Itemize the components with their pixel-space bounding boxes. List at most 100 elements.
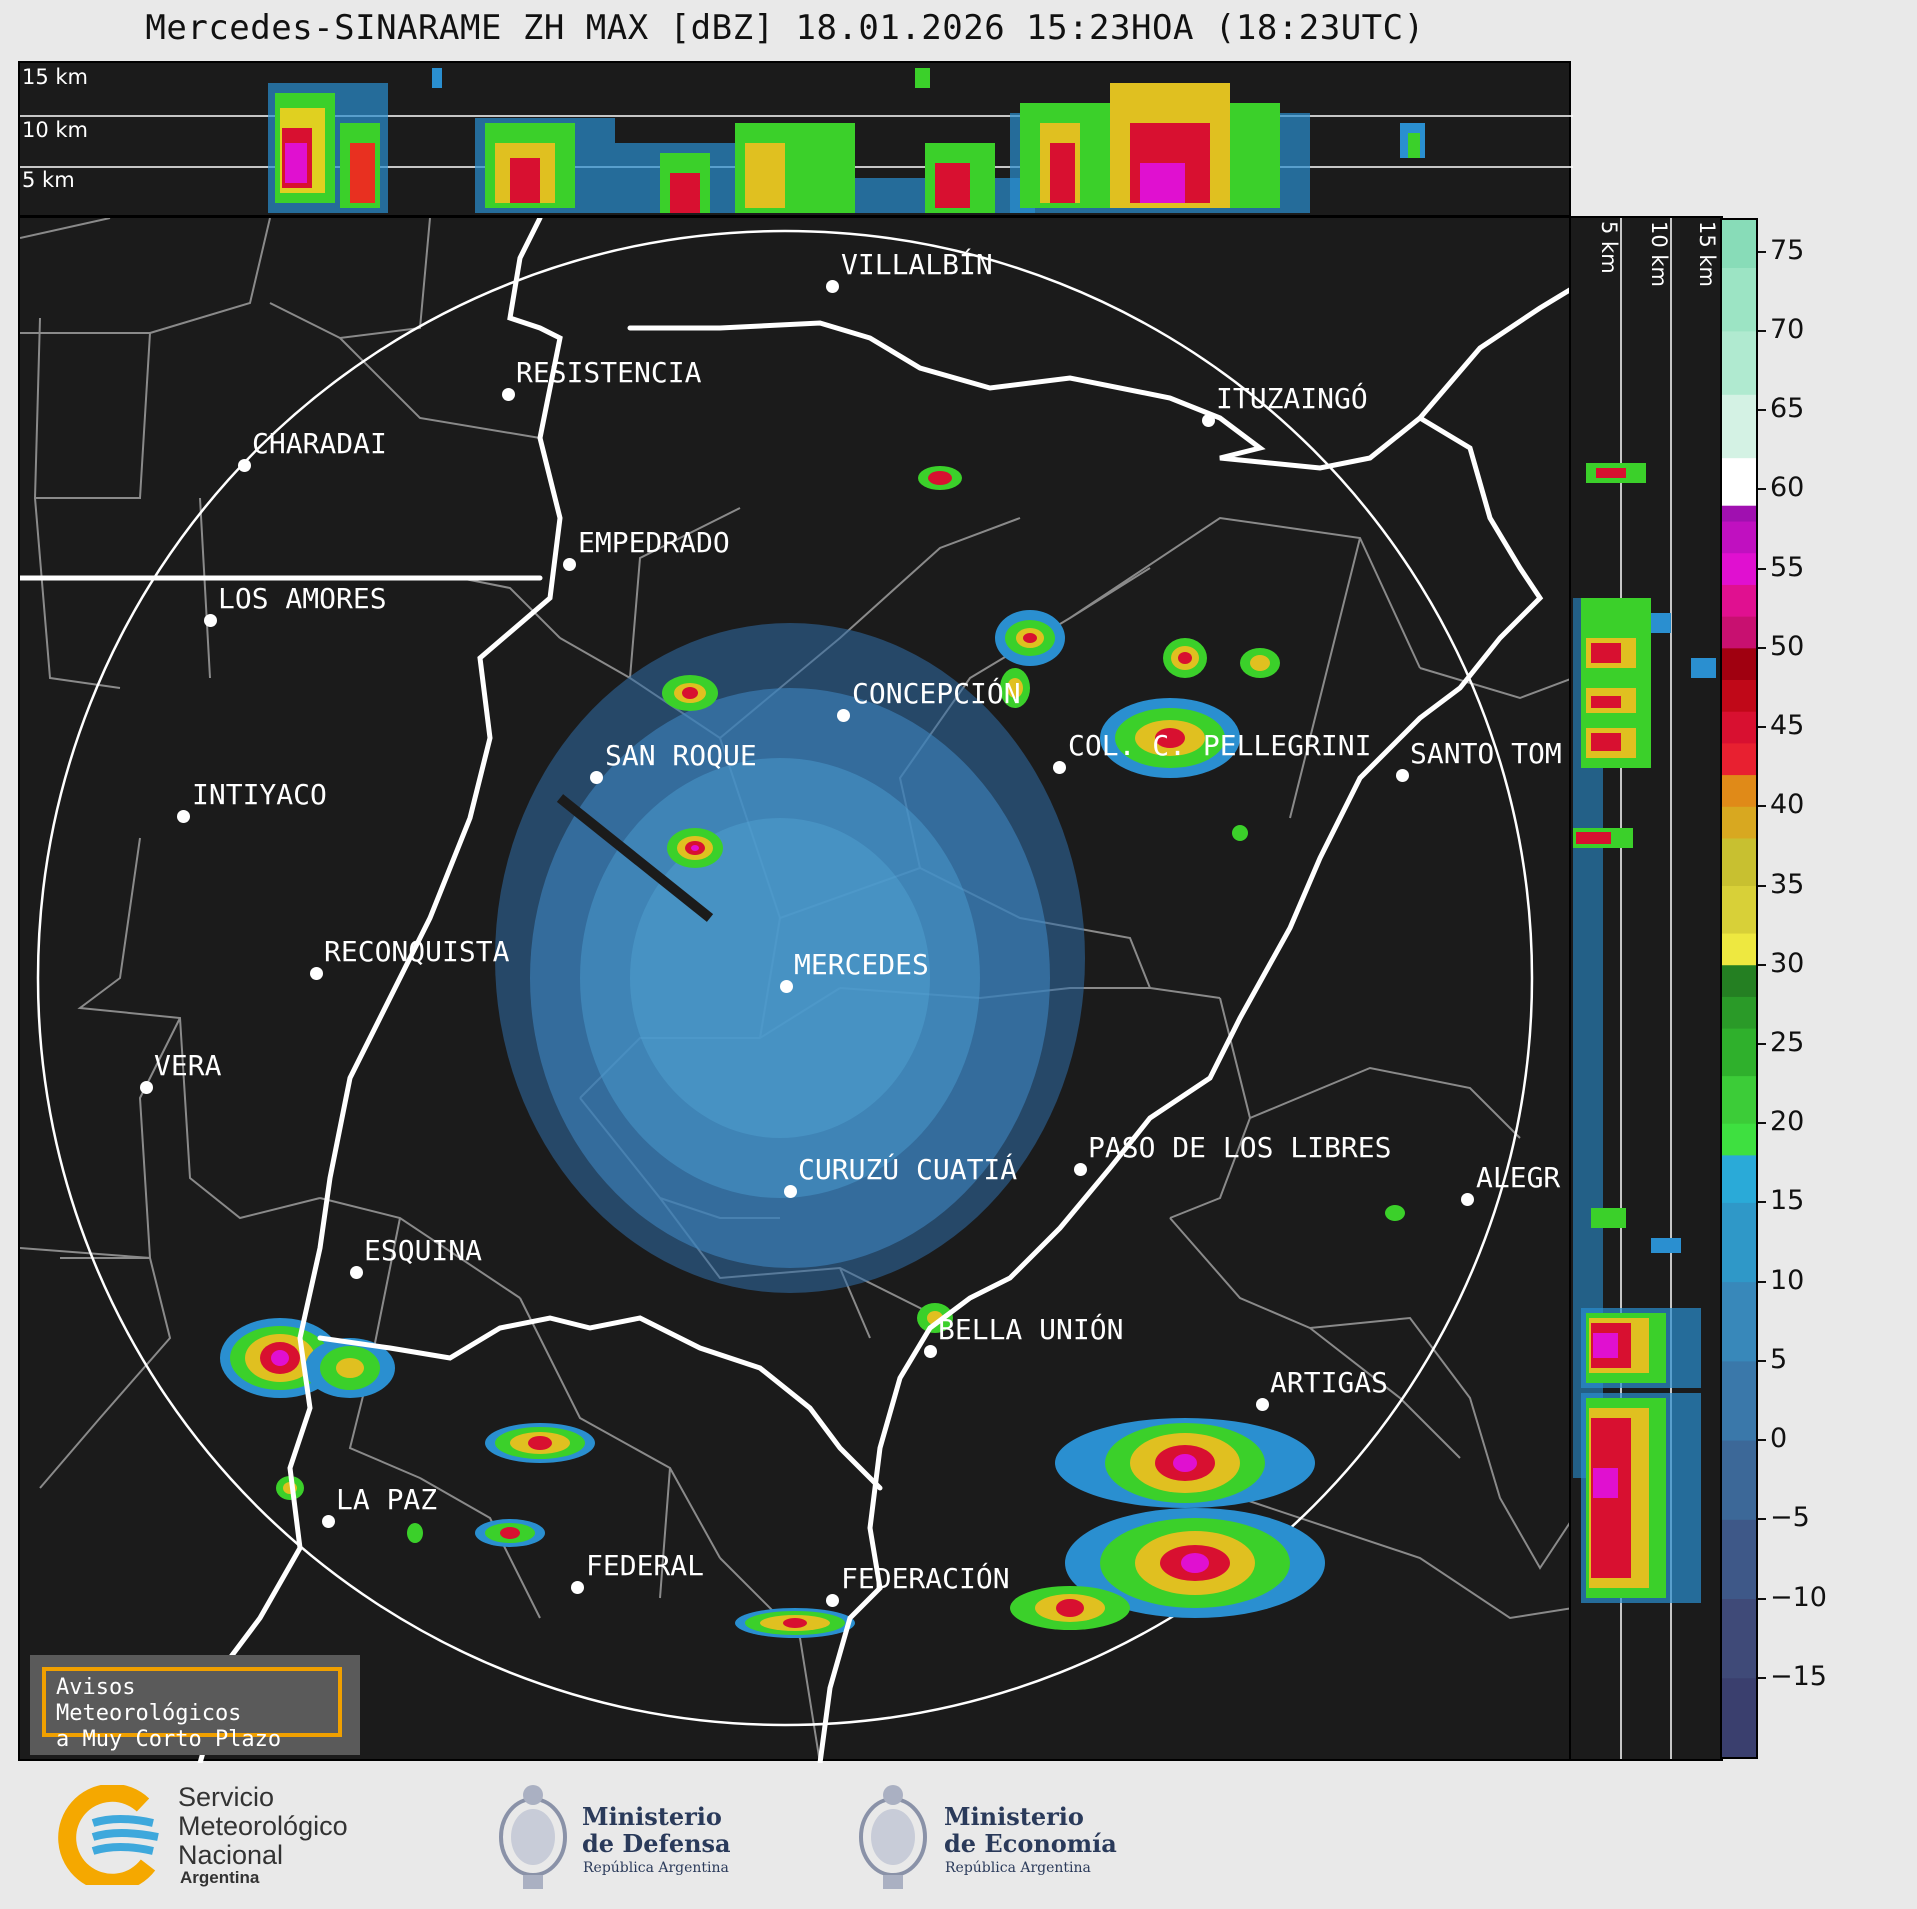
colorbar-band xyxy=(1722,1440,1756,1520)
city-label: VILLALBÍN xyxy=(841,248,993,281)
colorbar-band xyxy=(1722,220,1756,269)
colorbar-tick-label: 0 xyxy=(1770,1423,1788,1455)
city-dot xyxy=(1053,761,1066,774)
colorbar-band xyxy=(1722,616,1756,649)
colorbar-tick-label: 65 xyxy=(1770,393,1805,425)
colorbar-tick-mark xyxy=(1758,409,1766,412)
side-echoes xyxy=(1573,463,1716,1603)
colorbar-band xyxy=(1722,933,1756,966)
city-dot xyxy=(177,810,190,823)
legend-line-2: a Muy Corto Plazo xyxy=(56,1727,282,1752)
defensa-line-1: Ministerio xyxy=(582,1802,722,1831)
colorbar-tick-label: 25 xyxy=(1770,1026,1805,1058)
storm-cells xyxy=(220,466,1405,1638)
colorbar-band xyxy=(1722,584,1756,617)
warnings-legend: Avisos Meteorológicos a Muy Corto Plazo xyxy=(30,1655,360,1755)
city-label: RESISTENCIA xyxy=(516,356,702,389)
city-label: EMPEDRADO xyxy=(578,526,730,559)
colorbar-gradient xyxy=(1722,220,1756,1757)
colorbar-tick-mark xyxy=(1758,329,1766,332)
city-dot xyxy=(238,459,251,472)
map-graphics xyxy=(20,218,1573,1763)
colorbar-tick-label: 45 xyxy=(1770,710,1805,742)
colorbar-tick-mark xyxy=(1758,963,1766,966)
top-cross-section xyxy=(20,68,1573,213)
colorbar-tick-label: −15 xyxy=(1770,1660,1827,1692)
colorbar-tick-label: 60 xyxy=(1770,472,1805,504)
colorbar-band xyxy=(1722,521,1756,554)
colorbar-tick-mark xyxy=(1758,1439,1766,1442)
city-dot xyxy=(1461,1193,1474,1206)
side-label-5km: 5 km xyxy=(1597,221,1621,274)
colorbar-band xyxy=(1722,711,1756,744)
colorbar-tick-mark xyxy=(1758,250,1766,253)
top-label-10km: 10 km xyxy=(22,118,89,142)
colorbar-band xyxy=(1722,1123,1756,1156)
city-label: MERCEDES xyxy=(794,948,929,981)
top-label-15km: 15 km xyxy=(22,65,89,89)
colorbar-band xyxy=(1722,1519,1756,1600)
city-label: CHARADAI xyxy=(252,427,387,460)
colorbar-band xyxy=(1722,837,1756,887)
smn-line-3: Nacional xyxy=(178,1840,284,1870)
colorbar-band xyxy=(1722,505,1756,522)
colorbar-band xyxy=(1722,679,1756,712)
city-dot xyxy=(837,709,850,722)
colorbar-band xyxy=(1722,1028,1756,1077)
city-dot xyxy=(924,1345,937,1358)
colorbar-tick-mark xyxy=(1758,1597,1766,1600)
city-dot xyxy=(140,1081,153,1094)
city-dot xyxy=(322,1515,335,1528)
city-label: PASO DE LOS LIBRES xyxy=(1088,1131,1392,1164)
city-dot xyxy=(310,967,323,980)
colorbar-band xyxy=(1722,742,1756,776)
colorbar-tick-mark xyxy=(1758,646,1766,649)
defensa-subtitle: República Argentina xyxy=(583,1860,729,1876)
city-label: SANTO TOM xyxy=(1410,737,1562,770)
smn-country: Argentina xyxy=(180,1868,260,1887)
city-label: LOS AMORES xyxy=(218,582,387,615)
argentina-seal-icon xyxy=(859,1785,927,1889)
city-label: INTIYACO xyxy=(192,778,327,811)
city-label: VERA xyxy=(154,1049,222,1082)
smn-line-2: Meteorológico xyxy=(178,1811,348,1841)
colorbar-tick-mark xyxy=(1758,1518,1766,1521)
economia-line-2: de Economía xyxy=(944,1829,1117,1858)
colorbar-band xyxy=(1722,1598,1756,1679)
colorbar-tick-label: −10 xyxy=(1770,1581,1827,1613)
colorbar-band xyxy=(1722,774,1756,807)
city-label: SAN ROQUE xyxy=(605,739,757,772)
colorbar-band xyxy=(1722,885,1756,934)
colorbar-tick-label: 10 xyxy=(1770,1264,1805,1296)
colorbar-tick-mark xyxy=(1758,567,1766,570)
colorbar-tick-mark xyxy=(1758,488,1766,491)
colorbar-band xyxy=(1722,1281,1756,1362)
city-dot xyxy=(826,280,839,293)
colorbar-band xyxy=(1722,647,1756,681)
colorbar-tick-label: 75 xyxy=(1770,234,1805,266)
city-dot xyxy=(1074,1163,1087,1176)
smn-logo-icon xyxy=(58,1785,159,1885)
side-height-panel: 5 km 10 km 15 km xyxy=(1569,216,1723,1761)
colorbar-tick-mark xyxy=(1758,884,1766,887)
colorbar-tick-mark xyxy=(1758,1201,1766,1204)
city-label: FEDERAL xyxy=(586,1549,705,1582)
range-ring xyxy=(36,229,1534,1727)
city-label: ALEGR xyxy=(1476,1161,1561,1194)
smn-line-1: Servicio xyxy=(178,1782,275,1812)
colorbar-band xyxy=(1722,964,1756,997)
city-label: CURUZÚ CUATIÁ xyxy=(798,1153,1018,1186)
colorbar-band xyxy=(1722,394,1756,459)
colorbar-tick-mark xyxy=(1758,726,1766,729)
side-label-10km: 10 km xyxy=(1647,221,1671,288)
economia-line-1: Ministerio xyxy=(944,1802,1084,1831)
city-dot xyxy=(1396,769,1409,782)
colorbar-tick-mark xyxy=(1758,1359,1766,1362)
economia-title: Ministerio de Economía xyxy=(944,1803,1117,1857)
warnings-legend-frame: Avisos Meteorológicos a Muy Corto Plazo xyxy=(42,1667,342,1752)
colorbar-band xyxy=(1722,1075,1756,1124)
colorbar-band xyxy=(1722,1202,1756,1283)
side-label-15km: 15 km xyxy=(1695,221,1719,288)
chart-title: Mercedes-SINARAME ZH MAX [dBZ] 18.01.202… xyxy=(145,8,1425,48)
economia-subtitle: República Argentina xyxy=(945,1860,1091,1876)
